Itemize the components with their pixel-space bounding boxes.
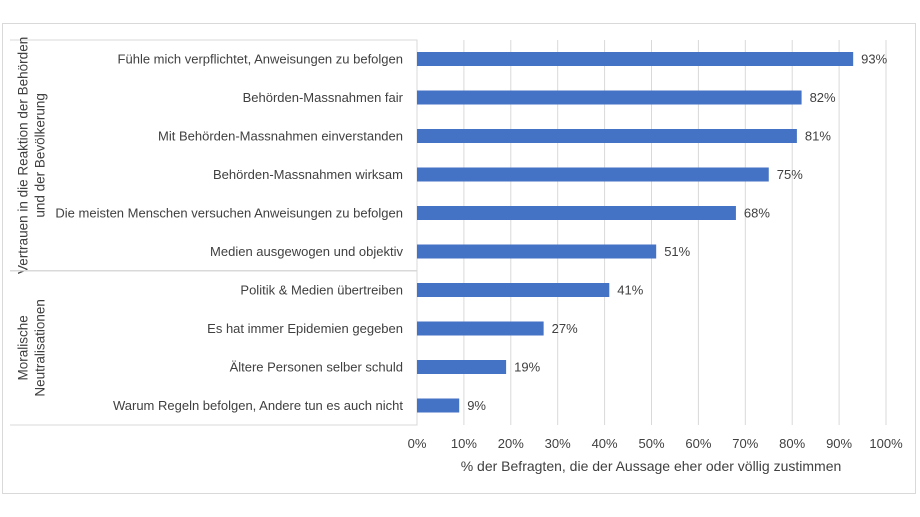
x-axis-title: % der Befragten, die der Aussage eher od… [461, 458, 842, 474]
group-label: Vertrauen in die Reaktion der Behörden [16, 37, 31, 274]
category-axis-box [10, 39, 418, 426]
x-tick-label: 20% [498, 436, 524, 451]
x-tick-label: 80% [779, 436, 805, 451]
bar [417, 90, 802, 105]
x-tick-label: 50% [638, 436, 664, 451]
category-label: Fühle mich verpflichtet, Anweisungen zu … [118, 52, 403, 67]
bar [417, 129, 797, 143]
category-label: Warum Regeln befolgen, Andere tun es auc… [113, 398, 403, 413]
x-tick-label: 100% [869, 436, 903, 451]
category-label: Behörden-Massnahmen wirksam [213, 167, 403, 182]
group-label: und der Bevölkerung [33, 93, 48, 218]
category-label: Es hat immer Epidemien gegeben [207, 321, 403, 336]
bar [417, 283, 610, 297]
x-tick-label: 60% [685, 436, 711, 451]
category-label: Die meisten Menschen versuchen Anweisung… [55, 206, 403, 221]
bar [417, 360, 507, 374]
x-tick-label: 70% [732, 436, 758, 451]
data-label: 41% [617, 283, 643, 298]
data-label: 27% [552, 321, 578, 336]
bar [417, 398, 460, 413]
category-label: Mit Behörden-Massnahmen einverstanden [158, 129, 403, 144]
x-tick-label: 10% [451, 436, 477, 451]
bar [417, 244, 657, 259]
data-label: 93% [861, 52, 887, 67]
data-label: 9% [467, 398, 486, 413]
data-label: 82% [810, 90, 836, 105]
category-label: Politik & Medien übertreiben [240, 283, 403, 298]
x-tick-label: 90% [826, 436, 852, 451]
category-label: Behörden-Massnahmen fair [243, 90, 404, 105]
data-label: 81% [805, 129, 831, 144]
group-label: Neutralisationen [33, 299, 48, 397]
group-label: Moralische [16, 315, 31, 380]
data-label: 68% [744, 206, 770, 221]
bar [417, 206, 736, 220]
x-tick-label: 40% [592, 436, 618, 451]
data-label: 75% [777, 167, 803, 182]
category-label: Medien ausgewogen und objektiv [210, 244, 403, 259]
data-label: 19% [514, 360, 540, 375]
bar [417, 167, 769, 182]
bar [417, 321, 544, 336]
x-tick-label: 0% [408, 436, 427, 451]
bar [417, 52, 854, 66]
x-tick-label: 30% [545, 436, 571, 451]
data-label: 51% [664, 244, 690, 259]
chart-frame [2, 23, 916, 494]
category-label: Ältere Personen selber schuld [230, 360, 403, 375]
